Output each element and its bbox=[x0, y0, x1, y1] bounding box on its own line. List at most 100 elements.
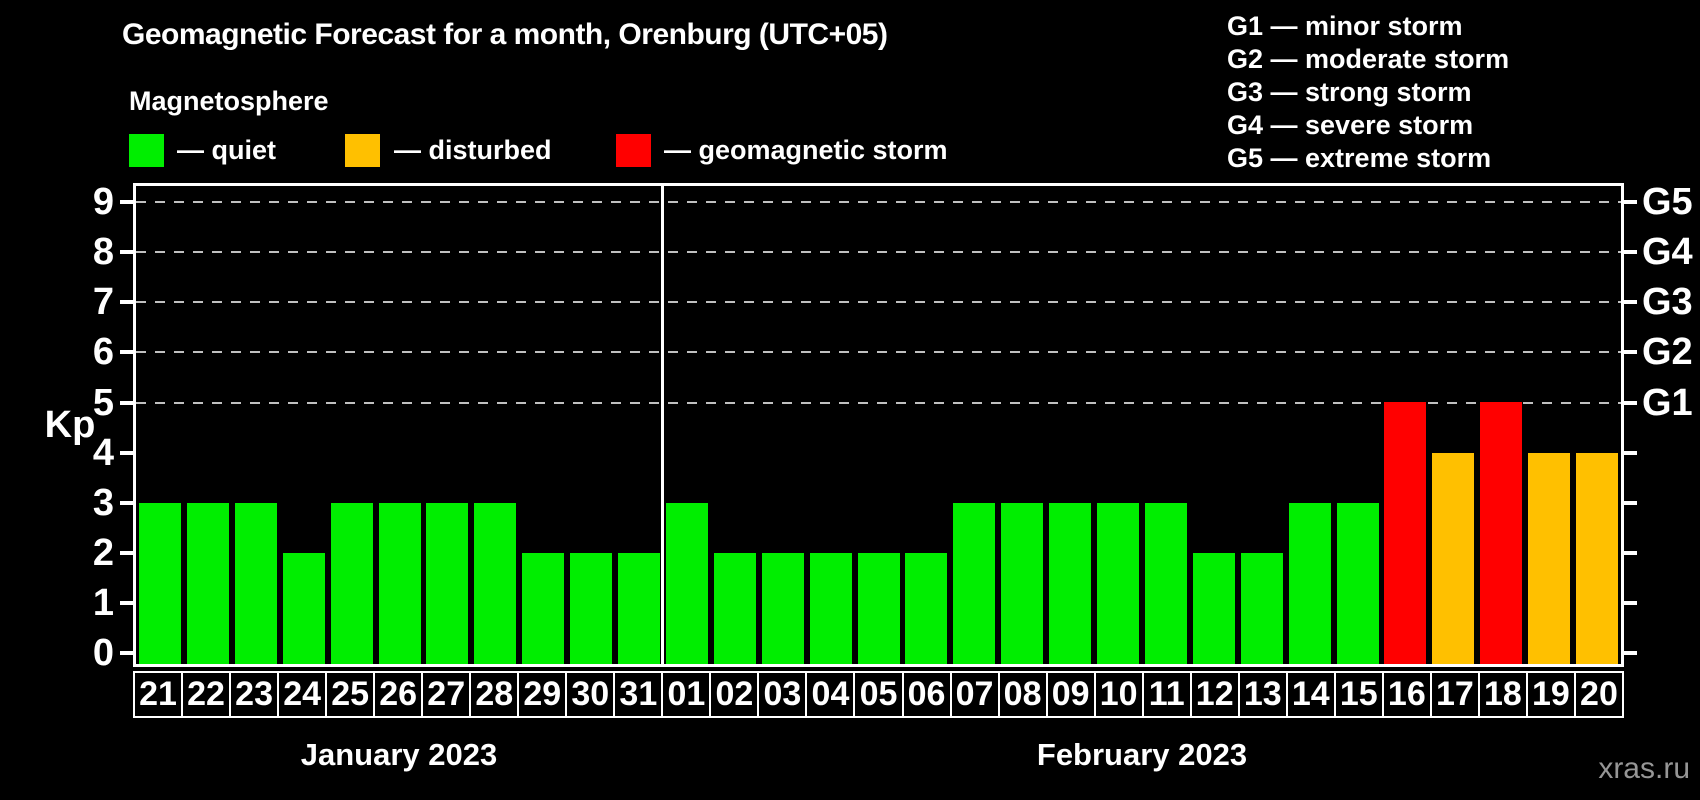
day-label-14: 14 bbox=[1288, 673, 1336, 716]
kp-bar-day-06 bbox=[905, 553, 947, 664]
kp-bar-day-19 bbox=[1528, 453, 1570, 664]
day-label-25: 25 bbox=[327, 673, 376, 716]
kp-bar-day-17 bbox=[1432, 453, 1474, 664]
kp-bar-day-16 bbox=[1384, 402, 1426, 664]
kp-bar-day-05 bbox=[858, 553, 900, 664]
g5-legend-line: G5 — extreme storm bbox=[1227, 143, 1492, 173]
watermark: xras.ru bbox=[1598, 752, 1690, 785]
y-axis-label-8: 8 bbox=[92, 231, 114, 274]
day-label-30: 30 bbox=[567, 673, 616, 716]
y-axis-label-2: 2 bbox=[92, 531, 114, 574]
day-label-06: 06 bbox=[904, 673, 952, 716]
right-axis-label-g5: G5 bbox=[1642, 181, 1693, 224]
gridline-kp-7 bbox=[136, 301, 1621, 304]
gridline-kp-8 bbox=[136, 251, 1621, 254]
kp-bar-day-22 bbox=[187, 503, 229, 664]
y-axis-label-6: 6 bbox=[92, 331, 114, 374]
kp-bar-day-02 bbox=[714, 553, 756, 664]
gridline-kp-5 bbox=[136, 401, 1621, 404]
y-axis-label-4: 4 bbox=[92, 431, 114, 474]
kp-bar-day-01 bbox=[666, 503, 708, 664]
kp-bar-day-28 bbox=[474, 503, 516, 664]
day-label-31: 31 bbox=[615, 673, 664, 716]
disturbed-swatch-icon bbox=[345, 134, 380, 167]
day-label-19: 19 bbox=[1528, 673, 1576, 716]
day-label-29: 29 bbox=[519, 673, 568, 716]
left-axis-tick-9 bbox=[120, 200, 133, 205]
day-label-04: 04 bbox=[807, 673, 856, 716]
day-label-12: 12 bbox=[1192, 673, 1240, 716]
right-axis-tick-3 bbox=[1624, 500, 1637, 505]
left-axis-tick-2 bbox=[120, 550, 133, 555]
kp-bar-day-25 bbox=[331, 503, 373, 664]
day-label-24: 24 bbox=[279, 673, 328, 716]
left-axis-tick-5 bbox=[120, 400, 133, 405]
y-axis-label-9: 9 bbox=[92, 181, 114, 224]
right-axis-tick-9 bbox=[1624, 200, 1637, 205]
quiet-legend-label: — quiet bbox=[177, 135, 276, 165]
right-axis-tick-0 bbox=[1624, 651, 1637, 655]
g3-legend-line: G3 — strong storm bbox=[1227, 77, 1472, 107]
left-axis-tick-8 bbox=[120, 250, 133, 255]
disturbed-legend-label: — disturbed bbox=[394, 135, 552, 165]
kp-bar-day-08 bbox=[1001, 503, 1043, 664]
kp-bar-day-11 bbox=[1145, 503, 1187, 664]
left-axis-tick-4 bbox=[120, 450, 133, 455]
g1-legend-line: G1 — minor storm bbox=[1227, 11, 1463, 41]
g-scale-legend: G1 — minor storm G2 — moderate storm G3 … bbox=[1227, 10, 1509, 175]
y-axis-label-0: 0 bbox=[92, 632, 114, 674]
left-axis-tick-6 bbox=[120, 350, 133, 355]
day-label-20: 20 bbox=[1580, 675, 1618, 713]
gridline-kp-6 bbox=[136, 351, 1621, 354]
day-label-01: 01 bbox=[663, 673, 712, 716]
kp-bar-day-13 bbox=[1241, 553, 1283, 664]
kp-bar-day-18 bbox=[1480, 402, 1522, 664]
kp-bar-day-10 bbox=[1097, 503, 1139, 664]
kp-bar-day-07 bbox=[953, 503, 995, 664]
g4-legend-line: G4 — severe storm bbox=[1227, 110, 1474, 140]
left-axis-tick-0 bbox=[120, 651, 133, 655]
kp-bar-day-29 bbox=[522, 553, 564, 664]
day-label-23: 23 bbox=[231, 673, 280, 716]
left-axis-tick-7 bbox=[120, 300, 133, 305]
day-label-27: 27 bbox=[423, 673, 472, 716]
right-axis-tick-4 bbox=[1624, 450, 1637, 455]
day-label-13: 13 bbox=[1240, 673, 1288, 716]
y-axis-title: Kp bbox=[44, 404, 96, 446]
gridline-kp-9 bbox=[136, 201, 1621, 204]
quiet-swatch-icon bbox=[129, 134, 164, 167]
day-label-17: 17 bbox=[1432, 673, 1480, 716]
kp-bar-day-26 bbox=[379, 503, 421, 664]
y-axis-label-7: 7 bbox=[92, 281, 114, 324]
y-axis-label-1: 1 bbox=[92, 581, 114, 624]
month-separator-line bbox=[661, 186, 664, 664]
kp-bar-day-24 bbox=[283, 553, 325, 664]
day-label-16: 16 bbox=[1384, 673, 1432, 716]
right-axis-tick-2 bbox=[1624, 550, 1637, 555]
right-axis-label-g4: G4 bbox=[1642, 231, 1693, 274]
right-axis-label-g3: G3 bbox=[1642, 281, 1693, 324]
y-axis-label-5: 5 bbox=[92, 381, 114, 424]
day-label-11: 11 bbox=[1144, 673, 1192, 716]
day-label-02: 02 bbox=[711, 673, 760, 716]
g2-legend-line: G2 — moderate storm bbox=[1227, 44, 1510, 74]
kp-bar-day-04 bbox=[810, 553, 852, 664]
day-label-22: 22 bbox=[183, 673, 232, 716]
kp-bar-day-03 bbox=[762, 553, 804, 664]
kp-bar-day-31 bbox=[618, 553, 660, 664]
day-label-26: 26 bbox=[375, 673, 424, 716]
kp-bar-day-14 bbox=[1289, 503, 1331, 664]
day-label-08: 08 bbox=[1000, 673, 1048, 716]
y-axis-label-3: 3 bbox=[92, 481, 114, 524]
kp-bar-day-23 bbox=[235, 503, 277, 664]
kp-bar-day-27 bbox=[426, 503, 468, 664]
month-label: January 2023 bbox=[300, 737, 498, 772]
left-axis-tick-1 bbox=[120, 600, 133, 605]
right-axis-tick-1 bbox=[1624, 600, 1637, 605]
left-axis-tick-3 bbox=[120, 500, 133, 505]
day-axis-row: 21 22 23 24 25 26 27 28 29 30 31 01 02 03 04 05 06 07 08 09… bbox=[133, 671, 1624, 718]
plot-area bbox=[133, 183, 1624, 667]
page-title: Geomagnetic Forecast for a month, Orenbu… bbox=[122, 18, 888, 51]
kp-bar-day-30 bbox=[570, 553, 612, 664]
magnetosphere-label: Magnetosphere bbox=[129, 86, 329, 116]
